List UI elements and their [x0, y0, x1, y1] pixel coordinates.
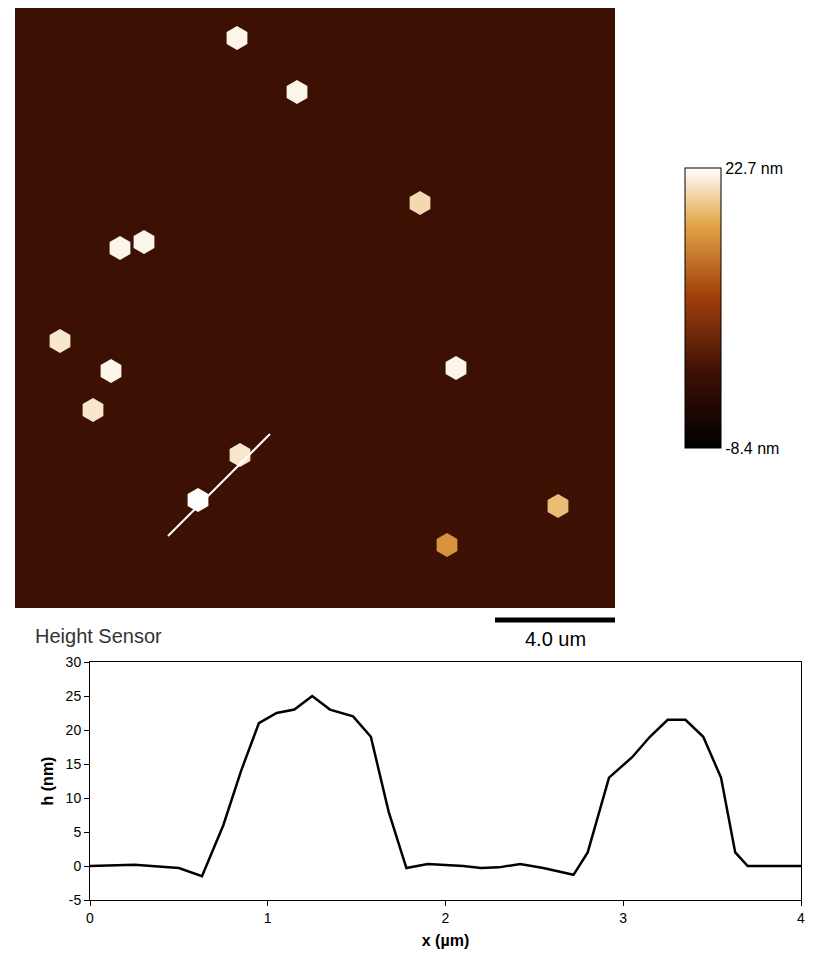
- svg-text:2: 2: [442, 910, 450, 926]
- svg-text:22.7 nm: 22.7 nm: [725, 160, 783, 177]
- svg-text:Height Sensor: Height Sensor: [35, 625, 162, 647]
- svg-text:30: 30: [66, 654, 82, 670]
- svg-text:1: 1: [264, 910, 272, 926]
- svg-text:x (µm): x (µm): [422, 932, 469, 949]
- svg-text:25: 25: [66, 688, 82, 704]
- svg-text:h (nm): h (nm): [39, 757, 56, 806]
- svg-text:20: 20: [66, 722, 82, 738]
- svg-text:3: 3: [619, 910, 627, 926]
- svg-text:0: 0: [73, 858, 81, 874]
- svg-text:15: 15: [66, 756, 82, 772]
- svg-text:10: 10: [66, 790, 82, 806]
- svg-text:4.0 um: 4.0 um: [525, 628, 586, 650]
- svg-text:4: 4: [797, 910, 805, 926]
- svg-text:-5: -5: [69, 892, 82, 908]
- svg-text:-8.4 nm: -8.4 nm: [725, 440, 779, 457]
- svg-text:5: 5: [73, 824, 81, 840]
- svg-text:0: 0: [86, 910, 94, 926]
